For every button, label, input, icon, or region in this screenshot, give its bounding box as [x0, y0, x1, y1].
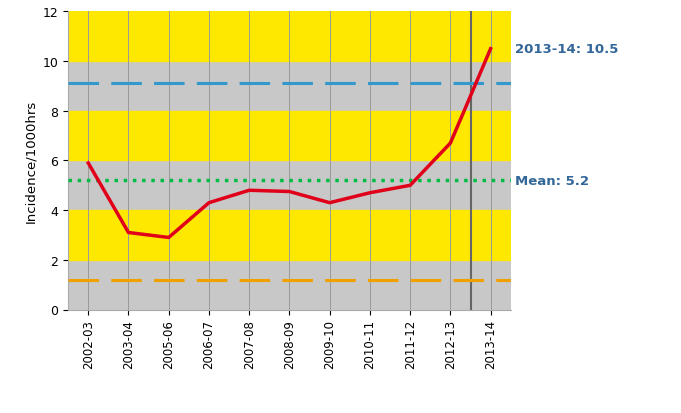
Text: Mean: 5.2: Mean: 5.2	[515, 174, 589, 188]
Bar	[68, 260, 511, 310]
Y-axis label: Incidence/1000hrs: Incidence/1000hrs	[24, 100, 37, 223]
Text: 2013-14: 10.5: 2013-14: 10.5	[515, 43, 618, 56]
Bar	[68, 211, 511, 260]
Bar	[68, 161, 511, 211]
Bar	[68, 12, 511, 62]
Bar	[68, 62, 511, 112]
Bar	[68, 112, 511, 161]
